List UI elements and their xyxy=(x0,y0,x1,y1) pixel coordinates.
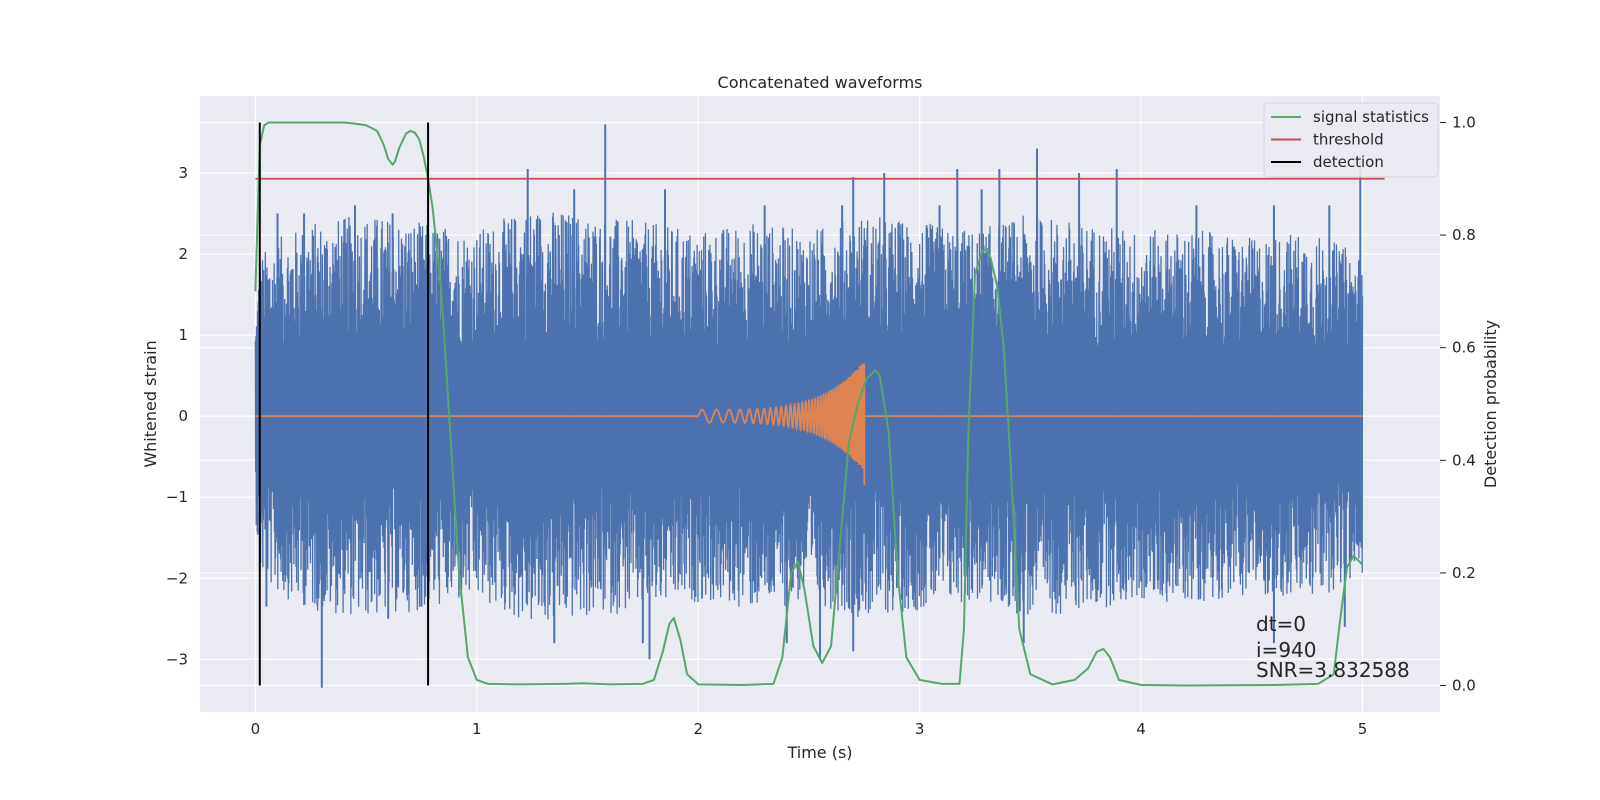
annotation-text: SNR=3.832588 xyxy=(1256,658,1410,682)
y-axis-label-left: Whitened strain xyxy=(141,340,160,467)
y-tick-label-left: −1 xyxy=(166,488,188,506)
y-tick-label-left: −3 xyxy=(166,650,188,668)
noise-series-line xyxy=(254,212,1364,620)
signal-statistics-line xyxy=(254,121,1364,687)
y-tick-label-right: 0.6 xyxy=(1452,339,1476,357)
x-tick-label: 1 xyxy=(472,720,482,738)
chart-title: Concatenated waveforms xyxy=(718,73,923,92)
waveform-series-line xyxy=(255,363,1363,486)
x-axis-label: Time (s) xyxy=(786,743,852,762)
x-tick-label: 5 xyxy=(1358,720,1368,738)
legend-label: detection xyxy=(1313,153,1384,171)
series-layer xyxy=(254,121,1385,688)
y-tick-label-left: 0 xyxy=(178,407,188,425)
y-axis-label-right: Detection probability xyxy=(1481,320,1500,488)
x-tick-label: 0 xyxy=(251,720,261,738)
x-tick-label: 2 xyxy=(693,720,703,738)
y-tick-label-left: −2 xyxy=(166,569,188,587)
legend-label: signal statistics xyxy=(1313,108,1429,126)
y-tick-label-left: 2 xyxy=(178,245,188,263)
legend-label: threshold xyxy=(1313,131,1384,149)
y-tick-label-right: 0.8 xyxy=(1452,226,1476,244)
annotation-text: i=940 xyxy=(1256,638,1317,662)
y-tick-label-right: 0.4 xyxy=(1452,451,1476,469)
y-tick-label-left: 3 xyxy=(178,164,188,182)
x-tick-label: 3 xyxy=(915,720,925,738)
legend-box xyxy=(1263,102,1439,178)
y-tick-label-left: 1 xyxy=(178,326,188,344)
annotation-text: dt=0 xyxy=(1256,612,1306,636)
x-tick-label: 4 xyxy=(1136,720,1146,738)
y-tick-label-right: 1.0 xyxy=(1452,113,1476,131)
y-tick-label-right: 0.0 xyxy=(1452,677,1476,695)
tick-labels: 0 1 2 3 4 5 −3 −2 −1 0 1 2 3 0.0 0.2 0.4 0.6 0.8 1.0 xyxy=(166,113,1476,738)
legend: signal statistics threshold detection xyxy=(1263,102,1439,178)
y-tick-label-right: 0.2 xyxy=(1452,564,1476,582)
